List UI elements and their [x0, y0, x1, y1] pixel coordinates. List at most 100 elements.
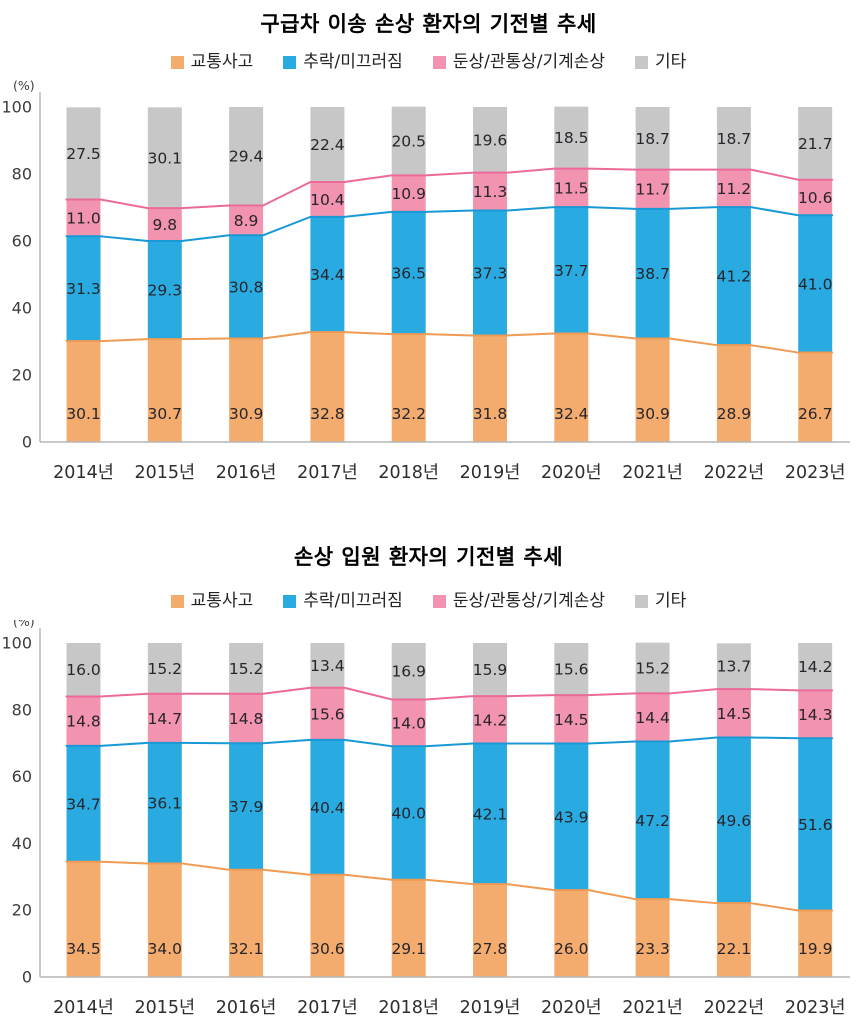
svg-text:22.1: 22.1 [717, 940, 752, 958]
svg-text:100: 100 [1, 98, 32, 117]
svg-text:19.9: 19.9 [798, 940, 833, 958]
svg-text:(%): (%) [13, 80, 35, 93]
svg-text:20: 20 [12, 366, 32, 385]
chart-title-ambulance: 구급차 이송 손상 환자의 기전별 추세 [260, 12, 597, 36]
svg-text:14.8: 14.8 [229, 710, 264, 728]
svg-text:41.0: 41.0 [798, 275, 833, 293]
legend-item-other: 기타 [635, 593, 686, 610]
svg-text:14.5: 14.5 [554, 711, 589, 729]
svg-text:11.3: 11.3 [473, 183, 508, 201]
legend-item-traffic-accident: 교통사고 [170, 593, 253, 610]
svg-text:10.6: 10.6 [798, 189, 833, 207]
legend-label-fall-slip: 추락/미끄러짐 [303, 591, 403, 611]
svg-text:15.2: 15.2 [229, 660, 264, 678]
legend-label-blunt-penetrating-machine: 둔상/관통상/기계손상 [452, 591, 606, 611]
svg-text:15.9: 15.9 [473, 661, 508, 679]
svg-text:2015년: 2015년 [134, 998, 195, 1018]
svg-text:8.9: 8.9 [234, 212, 259, 230]
svg-text:36.1: 36.1 [148, 795, 183, 813]
svg-text:15.6: 15.6 [554, 661, 589, 679]
legend: 교통사고 추락/미끄러짐 둔상/관통상/기계손상 기타 [0, 54, 857, 71]
svg-text:14.2: 14.2 [473, 711, 508, 729]
legend-item-traffic-accident: 교통사고 [170, 54, 253, 71]
svg-text:14.8: 14.8 [66, 713, 101, 731]
svg-text:2014년: 2014년 [53, 463, 114, 483]
svg-text:27.8: 27.8 [473, 940, 508, 958]
svg-text:21.7: 21.7 [798, 135, 833, 153]
stacked-bar-plot-ambulance: 0 20 40 60 80 100 (%) 30.1 31.3 11.0 27.5 30.7 29.3 9… [1, 80, 850, 483]
other-swatch-icon [635, 56, 649, 69]
svg-text:14.3: 14.3 [798, 706, 833, 724]
svg-text:2018년: 2018년 [378, 463, 439, 483]
svg-text:80: 80 [12, 700, 32, 719]
svg-text:30.7: 30.7 [148, 405, 183, 423]
svg-text:32.2: 32.2 [391, 405, 426, 423]
svg-text:26.7: 26.7 [798, 405, 833, 423]
svg-text:40.4: 40.4 [310, 799, 345, 817]
svg-text:10.4: 10.4 [310, 191, 345, 209]
svg-text:2015년: 2015년 [134, 463, 195, 483]
svg-text:27.5: 27.5 [66, 145, 101, 163]
svg-text:40.0: 40.0 [391, 805, 426, 823]
svg-text:32.1: 32.1 [229, 940, 264, 958]
svg-text:26.0: 26.0 [554, 940, 589, 958]
svg-text:2018년: 2018년 [378, 998, 439, 1018]
svg-text:2014년: 2014년 [53, 998, 114, 1018]
svg-text:30.6: 30.6 [310, 940, 345, 958]
svg-text:60: 60 [12, 767, 32, 786]
svg-text:2020년: 2020년 [541, 998, 602, 1018]
svg-text:2016년: 2016년 [216, 463, 277, 483]
svg-text:20.5: 20.5 [391, 133, 426, 151]
svg-text:30.9: 30.9 [635, 405, 670, 423]
svg-text:0: 0 [22, 968, 32, 987]
svg-text:80: 80 [12, 165, 32, 184]
svg-text:9.8: 9.8 [152, 216, 177, 234]
svg-text:15.2: 15.2 [635, 660, 670, 678]
svg-text:13.4: 13.4 [310, 657, 345, 675]
svg-text:11.7: 11.7 [635, 181, 670, 199]
svg-text:32.8: 32.8 [310, 405, 345, 423]
svg-text:29.1: 29.1 [391, 940, 426, 958]
legend-label-blunt-penetrating-machine: 둔상/관통상/기계손상 [452, 52, 606, 72]
svg-text:30.1: 30.1 [148, 149, 183, 167]
svg-text:2022년: 2022년 [704, 463, 765, 483]
stacked-bar-plot-hospitalization: 0 20 40 60 80 100 (%) 34.5 34.7 14.8 16.0 34.0 36.1 1… [1, 620, 850, 1018]
traffic-accident-swatch-icon [170, 595, 184, 608]
legend-item-fall-slip: 추락/미끄러짐 [283, 54, 403, 71]
svg-text:2019년: 2019년 [460, 463, 521, 483]
svg-text:51.6: 51.6 [798, 816, 833, 834]
svg-text:2023년: 2023년 [785, 998, 846, 1018]
svg-text:16.0: 16.0 [66, 661, 101, 679]
chart-ambulance-transport: 구급차 이송 손상 환자의 기전별 추세 교통사고 추락/미끄러짐 둔상/관통상… [0, 0, 857, 497]
svg-text:60: 60 [12, 232, 32, 251]
svg-text:37.7: 37.7 [554, 262, 589, 280]
legend-item-blunt-penetrating-machine: 둔상/관통상/기계손상 [432, 52, 606, 72]
svg-text:(%): (%) [13, 620, 35, 629]
legend-item-fall-slip: 추락/미끄러짐 [283, 593, 403, 610]
svg-text:16.9: 16.9 [391, 663, 426, 681]
svg-text:2017년: 2017년 [297, 998, 358, 1018]
svg-text:2021년: 2021년 [622, 998, 683, 1018]
svg-text:15.6: 15.6 [310, 705, 345, 723]
svg-text:13.7: 13.7 [717, 658, 752, 676]
legend-label-other: 기타 [655, 52, 687, 72]
svg-text:11.2: 11.2 [717, 180, 752, 198]
svg-text:18.5: 18.5 [554, 129, 589, 147]
svg-text:14.5: 14.5 [717, 705, 752, 723]
svg-text:23.3: 23.3 [635, 940, 670, 958]
chart-injury-hospitalization: 손상 입원 환자의 기전별 추세 교통사고 추락/미끄러짐 둔상/관통상/기계손… [0, 527, 857, 1027]
svg-text:11.0: 11.0 [66, 209, 101, 227]
legend-item-blunt-penetrating-machine: 둔상/관통상/기계손상 [432, 591, 606, 611]
svg-text:43.9: 43.9 [554, 808, 589, 826]
svg-text:37.9: 37.9 [229, 798, 264, 816]
svg-text:28.9: 28.9 [717, 405, 752, 423]
svg-text:34.7: 34.7 [66, 795, 101, 813]
svg-text:14.7: 14.7 [148, 710, 183, 728]
svg-text:36.5: 36.5 [391, 264, 426, 282]
svg-text:47.2: 47.2 [635, 812, 670, 830]
svg-text:100: 100 [1, 634, 32, 653]
svg-text:32.4: 32.4 [554, 405, 589, 423]
legend-label-other: 기타 [655, 591, 687, 611]
svg-text:14.2: 14.2 [798, 658, 833, 676]
svg-text:40: 40 [12, 299, 32, 318]
